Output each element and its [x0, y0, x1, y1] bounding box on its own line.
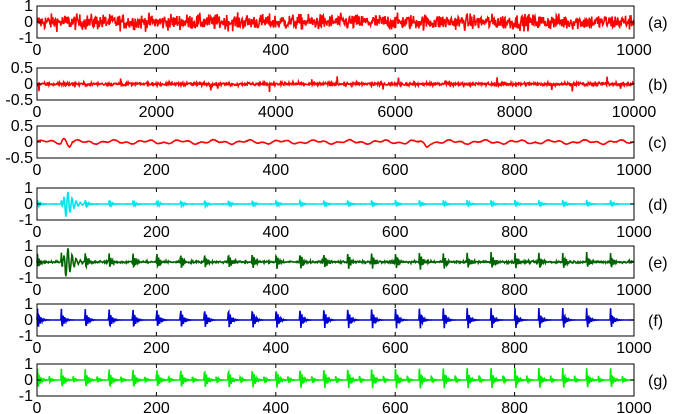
x-tick-label: 1000: [616, 282, 652, 299]
series-line: [36, 367, 634, 389]
x-tick-label: 600: [382, 42, 409, 59]
x-tick-label: 10000: [612, 104, 657, 121]
x-tick-label: 400: [262, 340, 289, 357]
x-tick-label: 400: [262, 282, 289, 299]
y-tick-label: 0: [24, 76, 33, 93]
panel-label: (e): [648, 255, 668, 272]
y-tick-label: -0.5: [5, 150, 33, 167]
x-tick-label: 0: [33, 104, 42, 121]
x-tick-label: 600: [382, 162, 409, 179]
panel-label: (a): [648, 15, 668, 32]
y-tick-label: 0: [24, 14, 33, 31]
x-tick-label: 200: [143, 282, 170, 299]
y-tick-label: 0: [24, 254, 33, 271]
series-line: [36, 137, 635, 149]
x-tick-label: 1000: [616, 162, 652, 179]
y-tick-label: 0: [24, 372, 33, 389]
x-tick-label: 4000: [258, 104, 294, 121]
x-tick-label: 0: [33, 340, 42, 357]
x-tick-label: 8000: [497, 104, 533, 121]
panel-2: 0 200 400 600 800 10000.50-0.5(c): [5, 118, 666, 179]
x-tick-label: 200: [143, 400, 170, 414]
x-tick-label: 1000: [616, 340, 652, 357]
x-tick-label: 800: [501, 224, 528, 241]
x-tick-label: 1000: [616, 224, 652, 241]
panel-label: (c): [648, 135, 667, 152]
panel-label: (b): [648, 77, 668, 94]
x-tick-label: 400: [262, 162, 289, 179]
x-tick-label: 0: [33, 224, 42, 241]
y-tick-label: -1: [19, 328, 33, 345]
y-tick-label: 1: [24, 296, 33, 313]
x-tick-label: 800: [501, 162, 528, 179]
series-line: [36, 248, 635, 277]
x-tick-label: 0: [33, 162, 42, 179]
y-tick-label: 0: [24, 196, 33, 213]
x-tick-label: 200: [143, 224, 170, 241]
x-tick-label: 800: [501, 282, 528, 299]
y-tick-label: 0.5: [11, 118, 33, 135]
x-tick-label: 400: [262, 400, 289, 414]
y-tick-label: -1: [19, 212, 33, 229]
y-tick-label: -0.5: [5, 92, 33, 109]
panel-label: (g): [648, 373, 668, 390]
x-tick-label: 6000: [377, 104, 413, 121]
y-tick-label: -1: [19, 388, 33, 405]
x-tick-label: 0: [33, 400, 42, 414]
y-tick-label: 1: [24, 238, 33, 255]
x-tick-label: 800: [501, 400, 528, 414]
y-tick-label: 1: [24, 0, 33, 15]
x-tick-label: 200: [143, 162, 170, 179]
x-tick-label: 800: [501, 42, 528, 59]
x-tick-label: 800: [501, 340, 528, 357]
series-line: [36, 191, 635, 217]
x-tick-label: 0: [33, 42, 42, 59]
x-tick-label: 2000: [139, 104, 175, 121]
panel-label: (d): [648, 197, 668, 214]
y-tick-label: 1: [24, 180, 33, 197]
x-tick-label: 200: [143, 340, 170, 357]
y-tick-label: 0: [24, 134, 33, 151]
y-tick-label: -1: [19, 30, 33, 47]
x-tick-label: 600: [382, 224, 409, 241]
x-tick-label: 1000: [616, 400, 652, 414]
series-line: [36, 307, 634, 329]
x-tick-label: 0: [33, 282, 42, 299]
y-tick-label: -1: [19, 270, 33, 287]
panel-label: (f): [648, 313, 663, 330]
x-tick-label: 1000: [616, 42, 652, 59]
x-tick-label: 600: [382, 340, 409, 357]
x-tick-label: 400: [262, 42, 289, 59]
series-line: [36, 12, 635, 32]
y-tick-label: 0: [24, 312, 33, 329]
y-tick-label: 0.5: [11, 60, 33, 77]
x-tick-label: 400: [262, 224, 289, 241]
series-line: [36, 76, 635, 93]
x-tick-label: 600: [382, 282, 409, 299]
y-tick-label: 1: [24, 356, 33, 373]
x-tick-label: 600: [382, 400, 409, 414]
x-tick-label: 200: [143, 42, 170, 59]
